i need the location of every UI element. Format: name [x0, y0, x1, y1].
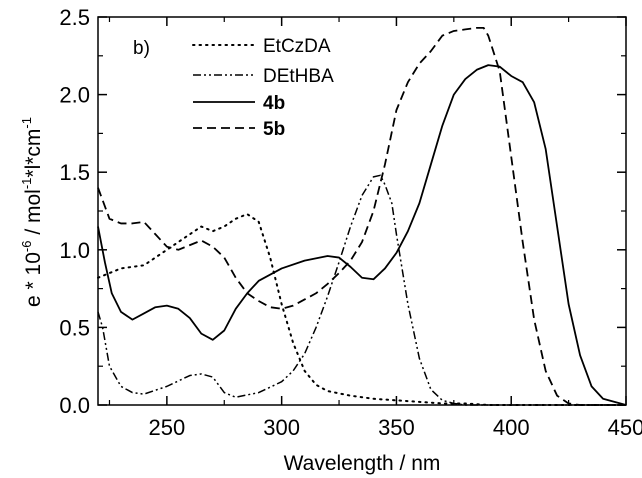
legend-label-etczda: EtCzDA — [263, 36, 331, 57]
legend-label-4b: 4b — [263, 93, 285, 114]
x-axis-title: Wavelength / nm — [284, 452, 441, 475]
y-axis-title-sup-1: -6 — [19, 241, 34, 253]
y-axis-title-part-3: *l*cm — [22, 129, 45, 178]
x-tick-label: 250 — [149, 415, 186, 440]
y-axis-title-part-2: / mol — [22, 189, 45, 240]
y-axis-title-sup-2: -1 — [19, 178, 34, 190]
plot-frame — [97, 16, 627, 406]
legend: EtCzDA DEtHBA 4b 5b — [192, 36, 334, 140]
panel-label: b) — [133, 38, 150, 59]
ticks-layer: 250 300 350 400 450 0.0 0.5 1.0 1.5 2.0 2.5 — [59, 5, 642, 440]
y-tick-label: 1.5 — [59, 160, 90, 185]
y-tick-label: 0.5 — [59, 315, 90, 340]
y-tick-label: 2.5 — [59, 5, 90, 30]
y-axis-title: e * 10-6 / mol-1*l*cm-1 — [19, 117, 45, 307]
x-tick-label: 350 — [378, 415, 415, 440]
y-axis-title-part-1: e * 10 — [22, 252, 45, 307]
x-tick-label: 450 — [608, 415, 642, 440]
y-tick-label: 0.0 — [59, 393, 90, 418]
legend-label-5b: 5b — [263, 119, 285, 140]
series-line-4b — [97, 64, 627, 406]
y-axis-title-sup-3: -1 — [19, 117, 34, 129]
y-tick-label: 2.0 — [59, 83, 90, 108]
legend-label-dethba: DEtHBA — [263, 66, 334, 87]
y-tick-label: 1.0 — [59, 238, 90, 263]
series-line-5b — [97, 26, 626, 406]
x-tick-label: 400 — [493, 415, 530, 440]
x-tick-label: 300 — [263, 415, 300, 440]
series-line-dethba — [97, 174, 626, 406]
series-layer — [97, 26, 627, 406]
